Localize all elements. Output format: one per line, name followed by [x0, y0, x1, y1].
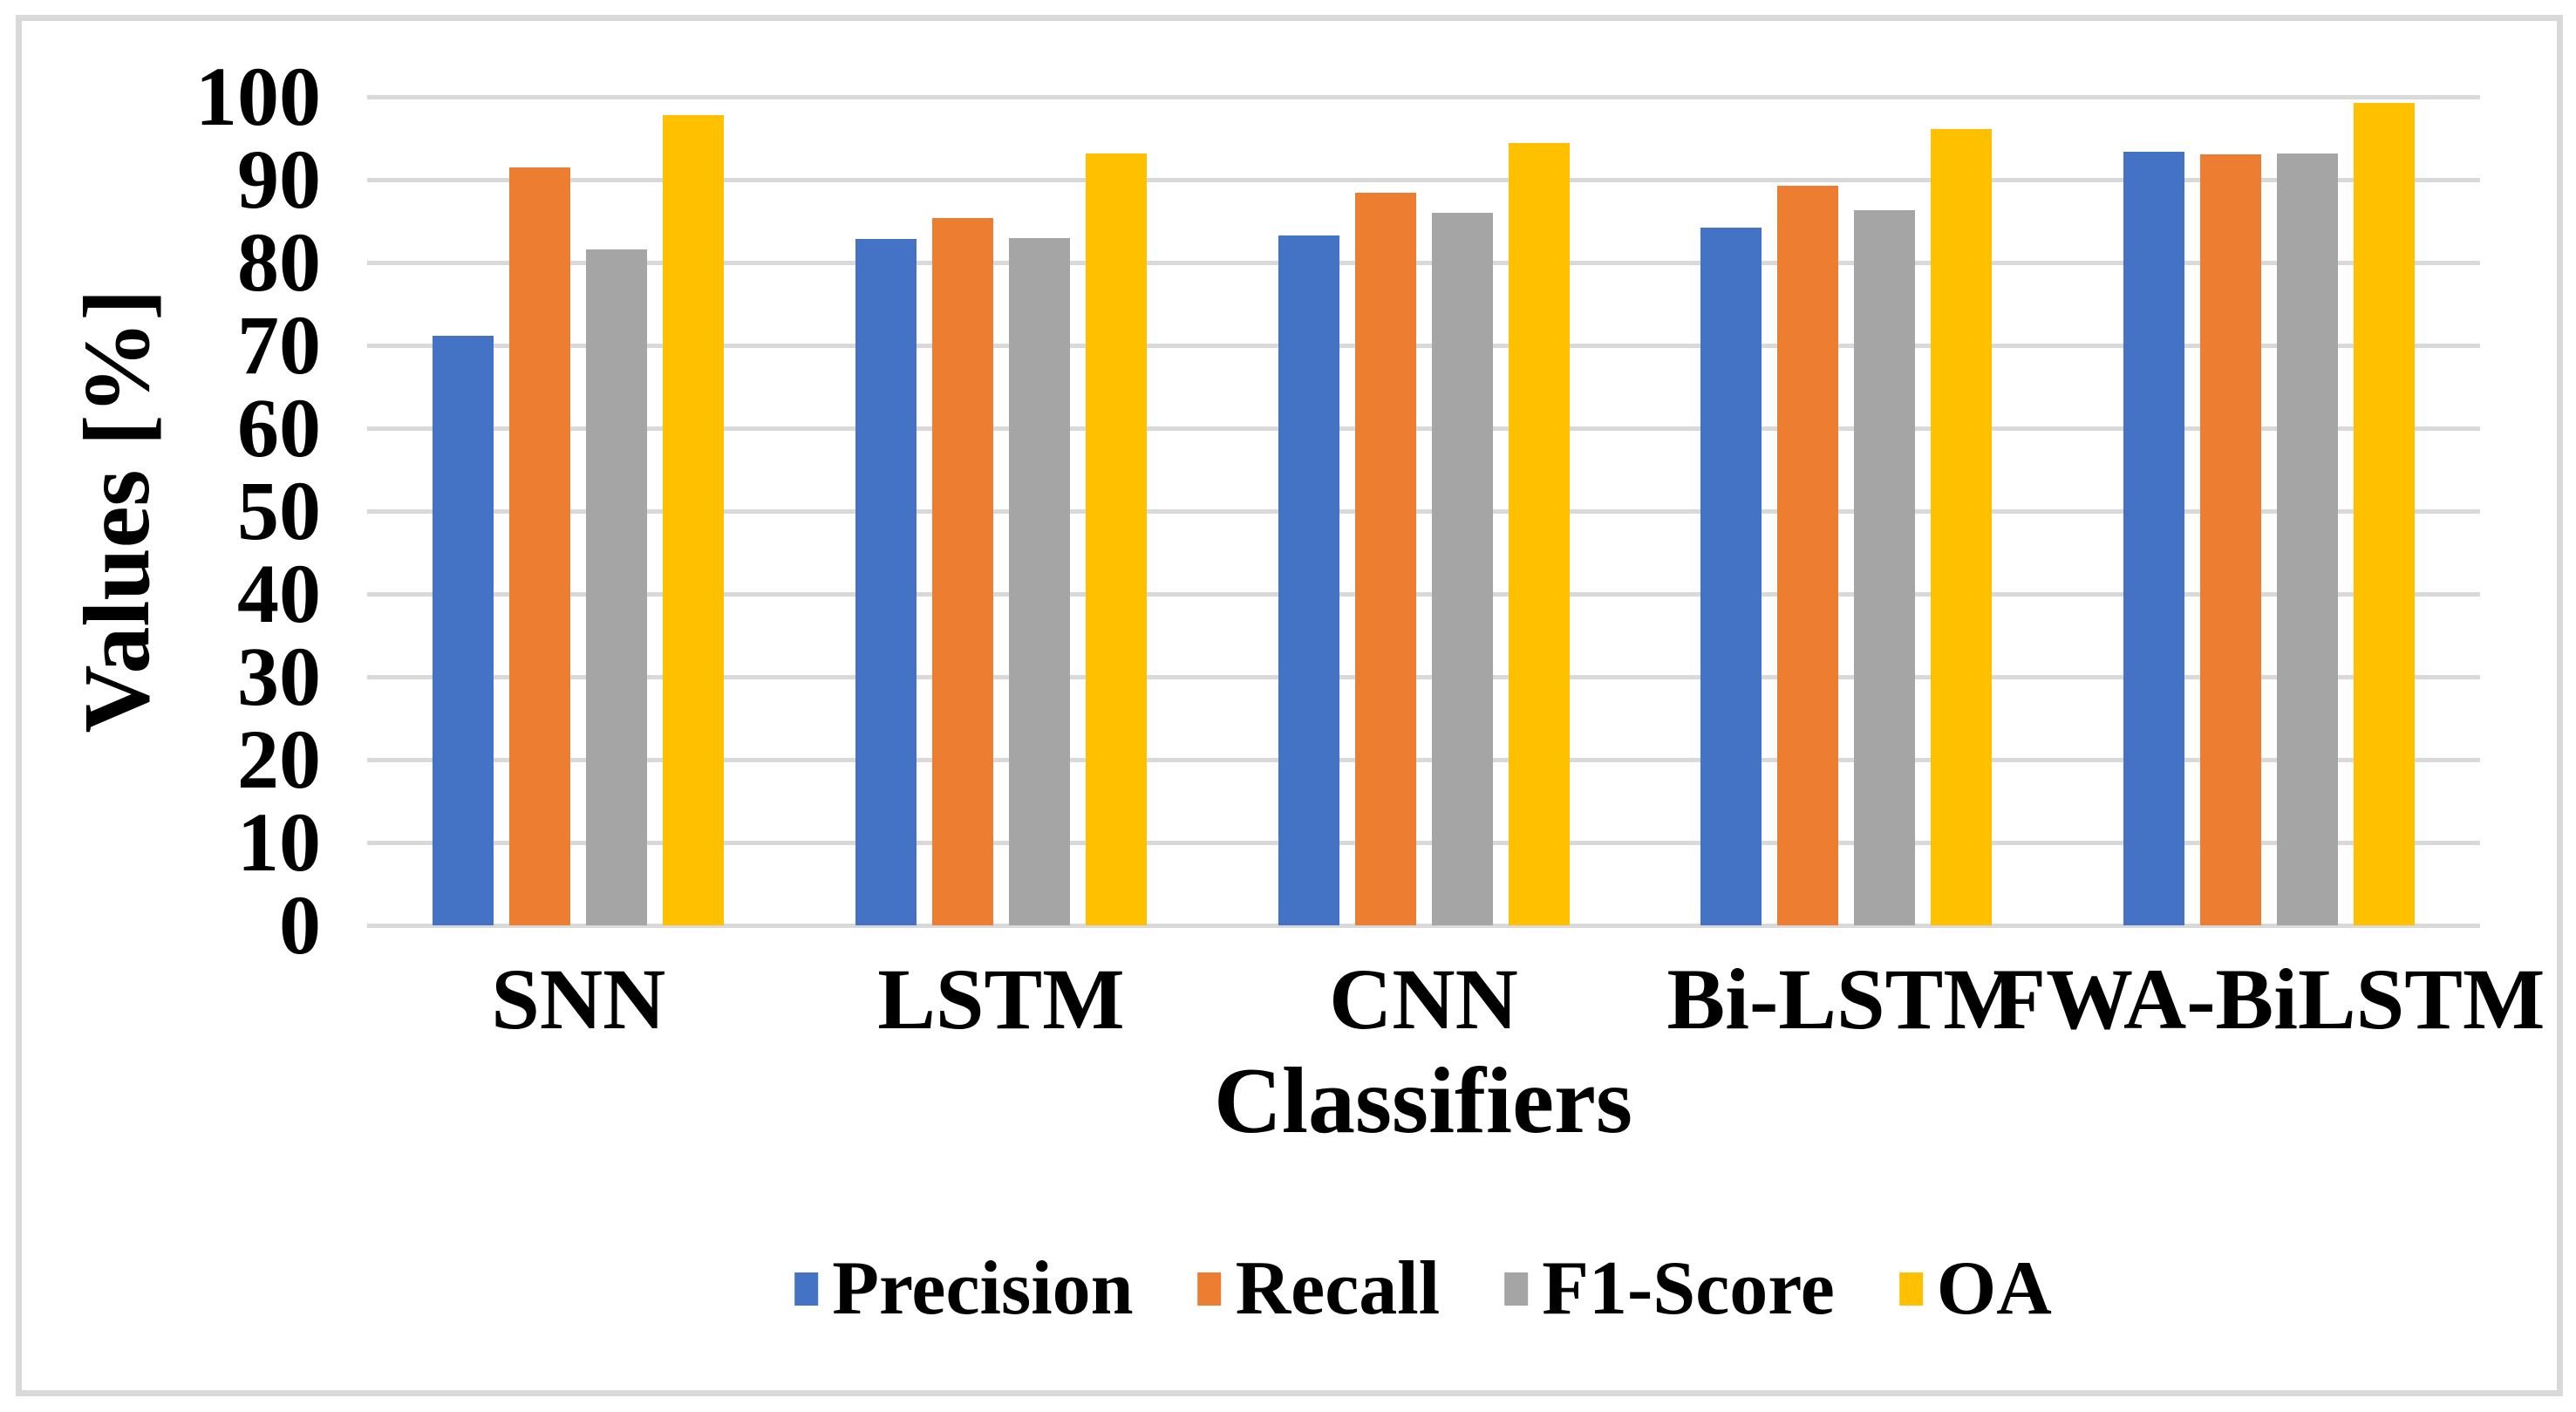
bar-SNN-OA [663, 114, 725, 925]
bar-SNN-Recall [509, 167, 571, 925]
bar-Bi-LSTM-Precision [1700, 228, 1762, 925]
bar-Bi-LSTM-Recall [1777, 185, 1839, 925]
legend-label: F1-Score [1542, 1246, 1835, 1331]
category-label-CNN: CNN [1329, 951, 1518, 1047]
gridline-60 [367, 426, 2480, 431]
legend-label: Recall [1235, 1246, 1441, 1331]
y-tick-label-70: 70 [237, 298, 321, 392]
legend: Precision Recall F1-Score OA [794, 1251, 2052, 1327]
gridline-30 [367, 674, 2480, 679]
y-tick-label-80: 80 [237, 215, 321, 309]
legend-item-F1-Score: F1-Score [1504, 1251, 1835, 1327]
category-label-Bi-LSTM: Bi-LSTM [1666, 951, 2026, 1047]
gridline-100 [367, 94, 2480, 99]
y-tick-label-100: 100 [195, 50, 321, 143]
bar-FWA-BiLSTM-OA [2353, 102, 2415, 925]
legend-item-OA: OA [1898, 1246, 2052, 1331]
y-tick-label-10: 10 [237, 795, 321, 889]
bar-Bi-LSTM-OA [1931, 129, 1993, 925]
y-tick-label-50: 50 [237, 464, 321, 557]
gridline-70 [367, 343, 2480, 348]
bar-FWA-BiLSTM-Precision [2123, 151, 2184, 925]
chart-border [16, 15, 2563, 1396]
bar-FWA-BiLSTM-F1-Score [2276, 153, 2338, 925]
bar-CNN-Precision [1278, 235, 1339, 925]
bar-LSTM-Recall [931, 217, 993, 925]
gridline-50 [367, 508, 2480, 514]
bar-LSTM-Precision [855, 239, 917, 925]
x-axis-title: Classifiers [1214, 1049, 1632, 1153]
category-label-FWA-BiLSTM: FWA-BiLSTM [1992, 951, 2545, 1047]
x-axis-line [367, 923, 2480, 928]
category-label-SNN: SNN [491, 951, 666, 1047]
y-tick-label-30: 30 [237, 630, 321, 723]
legend-marker-icon [1197, 1272, 1222, 1306]
bar-CNN-F1-Score [1431, 213, 1493, 925]
legend-marker-icon [1504, 1272, 1529, 1306]
legend-label: OA [1936, 1246, 2052, 1331]
gridline-40 [367, 591, 2480, 597]
bar-CNN-Recall [1354, 193, 1416, 925]
y-tick-label-90: 90 [237, 133, 321, 226]
bar-SNN-Precision [433, 335, 494, 925]
bar-CNN-OA [1508, 143, 1570, 925]
bar-Bi-LSTM-F1-Score [1854, 210, 1916, 925]
y-tick-label-40: 40 [237, 547, 321, 640]
gridline-80 [367, 260, 2480, 265]
legend-label: Precision [832, 1246, 1134, 1331]
legend-item-Recall: Recall [1197, 1246, 1441, 1331]
legend-item-Precision: Precision [794, 1246, 1134, 1331]
gridline-10 [367, 840, 2480, 845]
gridline-90 [367, 177, 2480, 182]
bar-LSTM-OA [1085, 153, 1147, 925]
gridline-20 [367, 757, 2480, 762]
y-tick-label-20: 20 [237, 713, 321, 806]
bar-SNN-F1-Score [586, 249, 648, 925]
legend-marker-icon [794, 1272, 819, 1306]
y-tick-label-60: 60 [237, 381, 321, 474]
bar-FWA-BiLSTM-Recall [2199, 153, 2261, 925]
bar-LSTM-F1-Score [1008, 237, 1070, 925]
y-tick-label-0: 0 [279, 878, 321, 972]
legend-marker-icon [1898, 1272, 1923, 1306]
category-label-LSTM: LSTM [877, 951, 1125, 1047]
